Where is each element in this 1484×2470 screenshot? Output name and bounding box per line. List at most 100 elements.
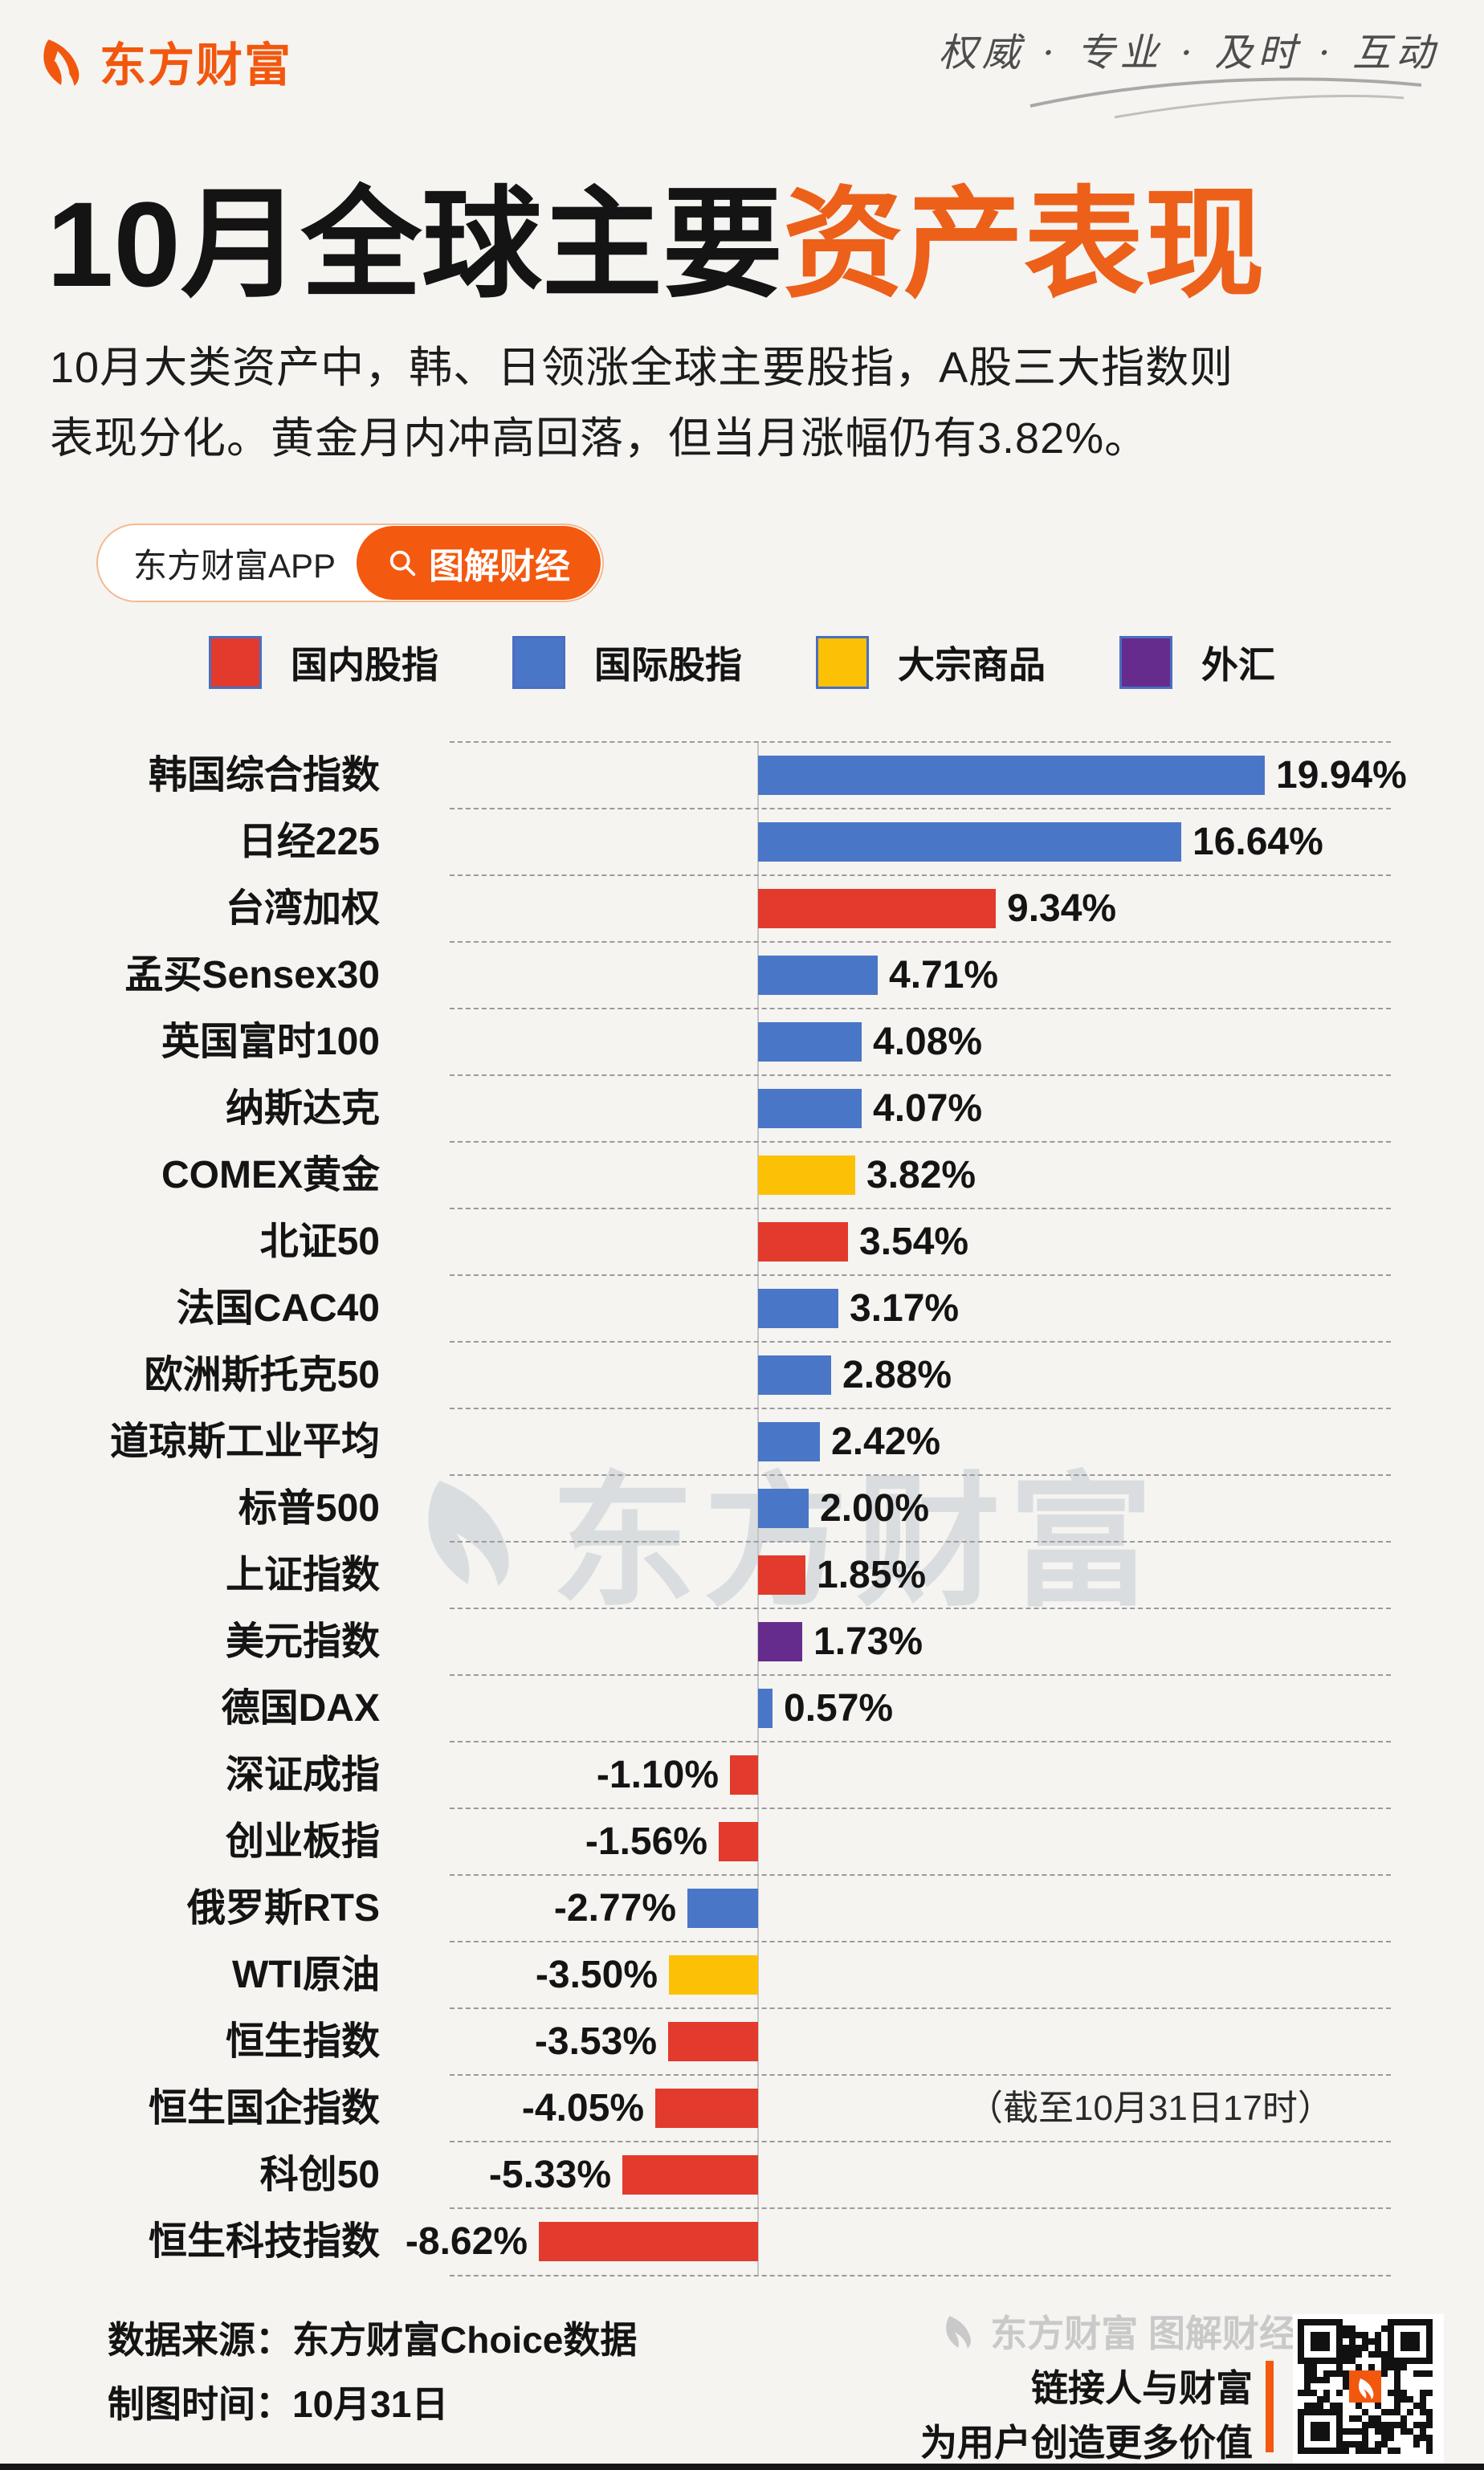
bar-domestic: [730, 1755, 758, 1795]
row-label: 恒生科技指数: [148, 2220, 380, 2263]
legend-swatch-forex: [1119, 636, 1172, 689]
chart-row: COMEX黄金 3.82%: [0, 1141, 1484, 1209]
chart-row: 俄罗斯RTS -2.77%: [0, 1874, 1484, 1942]
value-label: 3.17%: [850, 1287, 960, 1330]
cutoff-annotation: （截至10月31日17时）: [968, 2089, 1333, 2128]
bar-domestic: [758, 889, 996, 928]
footer-slogan-line-1: 链接人与财富: [1031, 2367, 1253, 2409]
legend-label: 国内股指: [291, 644, 438, 686]
row-label: 恒生指数: [225, 2020, 380, 2063]
bar-international: [758, 1422, 820, 1461]
title-orange: 资产表现: [782, 177, 1265, 312]
legend-item-domestic: 国内股指: [209, 636, 438, 689]
row-label: 北证50: [259, 1221, 380, 1263]
value-label: -4.05%: [521, 2087, 644, 2130]
row-label: 孟买Sensex30: [124, 954, 380, 997]
tujie-caijing-button[interactable]: 图解财经: [357, 526, 601, 600]
bar-domestic: [539, 2222, 758, 2261]
value-label: -5.33%: [488, 2154, 611, 2196]
row-label: 日经225: [238, 821, 380, 863]
row-separator: [450, 1141, 1391, 1143]
footer-flame-icon: [946, 2316, 972, 2349]
chart-row: 科创50 -5.33%: [0, 2141, 1484, 2208]
row-separator: [450, 2207, 1391, 2209]
bar-forex: [758, 1622, 802, 1661]
row-separator: [450, 1541, 1391, 1543]
chart-row: 北证50 3.54%: [0, 1208, 1484, 1275]
row-label: 纳斯达克: [225, 1087, 380, 1130]
row-label: 标普500: [238, 1487, 380, 1530]
row-label: 英国富时100: [161, 1021, 380, 1063]
row-label: 美元指数: [225, 1620, 380, 1663]
chart-row: 德国DAX 0.57%: [0, 1674, 1484, 1742]
qr-pattern: [1298, 2319, 1433, 2454]
value-label: -1.56%: [585, 1820, 707, 1863]
chart-row: 台湾加权 9.34%: [0, 874, 1484, 942]
row-label: 道琼斯工业平均: [109, 1420, 380, 1463]
value-label: 1.85%: [817, 1554, 927, 1596]
row-label: 科创50: [259, 2154, 380, 2196]
value-label: 4.71%: [889, 954, 999, 997]
tujie-caijing-label: 图解财经: [429, 547, 571, 586]
row-separator: [450, 1274, 1391, 1276]
bar-domestic: [758, 1222, 848, 1261]
bar-international: [758, 756, 1265, 795]
intro-text: 10月大类资产中，韩、日领涨全球主要股指，A股三大指数则 表现分化。黄金月内冲高回…: [50, 332, 1233, 474]
row-label: 韩国综合指数: [148, 754, 380, 797]
chart-row: 恒生国企指数 -4.05% （截至10月31日17时）: [0, 2074, 1484, 2142]
data-source-line: 数据来源：东方财富Choice数据: [108, 2319, 638, 2361]
value-label: 3.82%: [866, 1154, 976, 1196]
bar-international: [758, 1489, 809, 1528]
logo-text: 东方财富: [100, 39, 293, 92]
value-label: -2.77%: [553, 1887, 676, 1930]
row-separator: [450, 874, 1391, 876]
chart-row: 欧洲斯托克50 2.88%: [0, 1341, 1484, 1408]
footer-watermark: 东方财富 图解财经: [940, 2305, 1296, 2358]
app-badge[interactable]: 东方财富APP 图解财经: [96, 524, 605, 602]
row-separator: [450, 1674, 1391, 1676]
value-label: 3.54%: [859, 1221, 969, 1263]
row-label: 台湾加权: [225, 887, 380, 930]
bar-international: [758, 1689, 773, 1728]
chart-date-line: 制图时间：10月31日: [108, 2383, 449, 2425]
value-label: 9.34%: [1007, 887, 1117, 930]
footer-orange-divider: [1266, 2361, 1274, 2452]
bar-international: [687, 1889, 758, 1928]
app-badge-label: 东方财富APP: [133, 546, 336, 585]
legend-label: 大宗商品: [898, 644, 1046, 686]
bar-commodity: [669, 1955, 758, 1995]
value-label: -3.53%: [534, 2020, 657, 2063]
row-separator: [450, 2275, 1391, 2276]
qr-code: [1293, 2314, 1444, 2465]
chart-row: 韩国综合指数 19.94%: [0, 741, 1484, 809]
bar-domestic: [668, 2022, 758, 2061]
value-label: 1.73%: [813, 1620, 923, 1663]
bar-domestic: [758, 1555, 805, 1595]
row-separator: [450, 1208, 1391, 1209]
chart-row: 日经225 16.64%: [0, 808, 1484, 875]
eastmoney-flame-icon: [43, 39, 80, 86]
value-label: 4.07%: [873, 1087, 983, 1130]
value-label: -3.50%: [535, 1954, 658, 1996]
bar-international: [758, 1355, 831, 1395]
value-label: 2.88%: [842, 1354, 952, 1396]
bar-domestic: [622, 2155, 758, 2195]
chart-row: 纳斯达克 4.07%: [0, 1074, 1484, 1142]
row-label: 俄罗斯RTS: [186, 1887, 380, 1930]
value-label: -8.62%: [405, 2220, 528, 2263]
value-label: 2.42%: [831, 1420, 941, 1463]
bar-international: [758, 822, 1181, 862]
row-separator: [450, 1474, 1391, 1476]
row-label: 恒生国企指数: [148, 2087, 380, 2130]
value-label: -1.10%: [596, 1754, 719, 1796]
row-separator: [450, 1874, 1391, 1876]
bottom-edge-strip: [0, 2464, 1484, 2470]
value-label: 19.94%: [1276, 754, 1407, 797]
eastmoney-logo: 东方财富: [35, 27, 292, 95]
row-label: 上证指数: [225, 1554, 380, 1596]
row-label: 德国DAX: [221, 1687, 380, 1730]
chart-row: 恒生科技指数 -8.62%: [0, 2207, 1484, 2275]
chart-row: 恒生指数 -3.53%: [0, 2007, 1484, 2075]
bar-chart: 东方财富 韩国综合指数 19.94% 日经225 16.64% 台湾加权 9.34% 孟买S…: [0, 741, 1484, 2282]
